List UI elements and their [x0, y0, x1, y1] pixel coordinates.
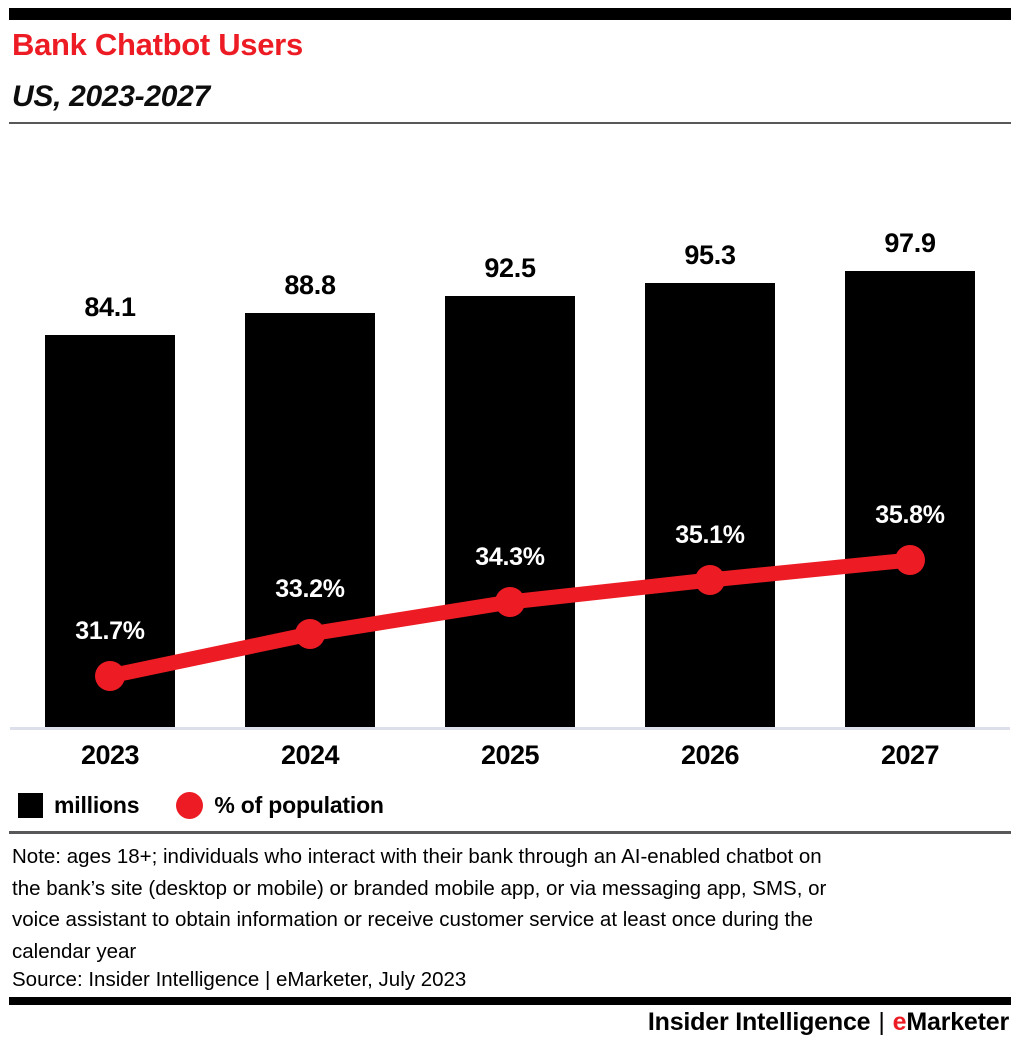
pct-label-2027: 35.8%	[875, 501, 945, 529]
footnote-line: calendar year	[12, 939, 137, 963]
pct-label-2026: 35.1%	[675, 521, 745, 549]
line-point-2027	[895, 545, 925, 575]
x-axis-labels: 2023 2024 2025 2026 2027	[10, 740, 1010, 772]
brand-insider-intelligence: Insider Intelligence	[647, 1008, 871, 1036]
bar-2024	[245, 313, 375, 727]
bar-value-label-2026: 95.3	[684, 240, 736, 270]
pct-line-layer	[95, 545, 925, 691]
top-black-bar	[9, 8, 1011, 20]
chart-legend: millions % of population	[18, 792, 384, 819]
brand-emarketer-e: e	[892, 1008, 907, 1036]
chart-title: Bank Chatbot Users	[12, 27, 303, 62]
line-point-2024	[295, 619, 325, 649]
bar-2027	[845, 271, 975, 727]
footnote-line: Note: ages 18+; individuals who interact…	[12, 845, 822, 868]
x-axis-label-2027: 2027	[880, 740, 940, 770]
footnote-line: the bank’s site (desktop or mobile) or b…	[12, 876, 827, 900]
x-axis-label-2023: 2023	[80, 740, 140, 770]
bar-value-label-2023: 84.1	[84, 292, 136, 322]
footnote-text: Note: ages 18+; individuals who interact…	[12, 841, 1007, 967]
footnote-line: voice assistant to obtain information or…	[12, 908, 814, 931]
pct-line	[102, 552, 918, 684]
x-axis-label-2025: 2025	[480, 740, 540, 770]
bar-2026	[645, 283, 775, 727]
x-axis-label-2024: 2024	[280, 740, 340, 770]
bar-2025	[445, 296, 575, 727]
line-series-dot-icon	[176, 792, 204, 819]
bar-series-swatch-icon	[18, 793, 43, 818]
legend-label-millions: millions	[54, 792, 140, 818]
chart-subtitle: US, 2023-2027	[12, 80, 210, 113]
chart-canvas: 84.1 88.8 92.5 95.3 97.9 31.7% 33.2% 34.3% 35.1%…	[10, 130, 1010, 730]
pct-label-2025: 34.3%	[475, 543, 545, 571]
x-axis-baseline	[10, 727, 1010, 730]
source-text: Source: Insider Intelligence | eMarketer…	[12, 968, 467, 991]
x-axis-label-2026: 2026	[680, 740, 740, 770]
brand-emarketer-rest: Marketer	[906, 1008, 1009, 1036]
bar-value-label-2024: 88.8	[284, 270, 336, 300]
footnote-divider-rule	[9, 831, 1011, 834]
brand-separator: |	[878, 1008, 885, 1036]
legend-label-pct-of-population: % of population	[214, 792, 384, 818]
brand-footer: Insider Intelligence | eMarketer	[648, 1008, 1009, 1037]
line-point-2025	[495, 587, 525, 617]
line-point-2023	[95, 661, 125, 691]
line-point-2026	[695, 565, 725, 595]
header-divider-rule	[9, 122, 1011, 124]
pct-label-2023: 31.7%	[75, 617, 145, 645]
bottom-black-bar	[9, 997, 1011, 1005]
bar-value-label-2027: 97.9	[884, 228, 936, 258]
bar-value-label-2025: 92.5	[484, 253, 536, 283]
pct-label-2024: 33.2%	[275, 575, 345, 603]
